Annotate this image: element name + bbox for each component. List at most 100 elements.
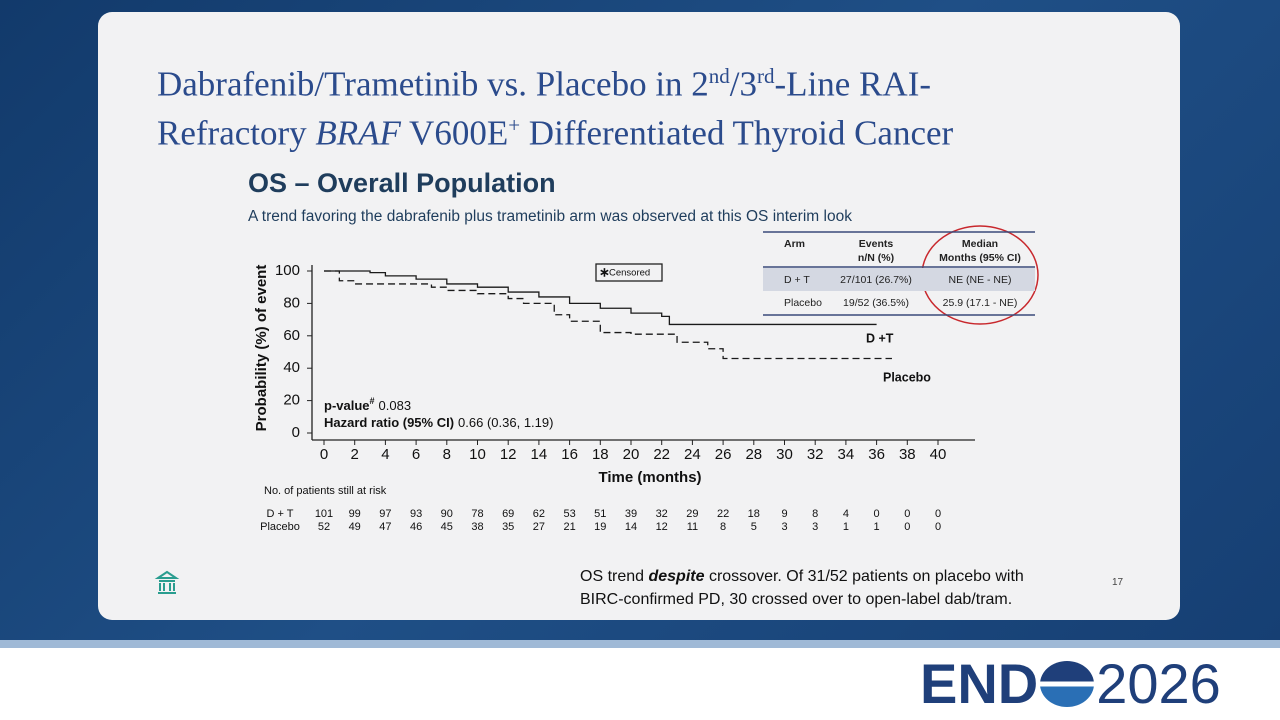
risk-count: 11 bbox=[687, 521, 698, 533]
risk-count: 9 bbox=[781, 508, 787, 520]
logo-icon bbox=[154, 570, 180, 594]
title-sup: rd bbox=[757, 64, 775, 88]
table-cell: NE (NE - NE) bbox=[949, 274, 1012, 286]
risk-count: 0 bbox=[904, 508, 910, 520]
title-part: Differentiated Thyroid Cancer bbox=[520, 113, 954, 153]
x-tick-label: 4 bbox=[381, 446, 389, 463]
x-tick-label: 6 bbox=[412, 446, 420, 463]
risk-count: 38 bbox=[471, 521, 483, 533]
risk-count: 101 bbox=[315, 508, 333, 520]
table-cell: 19/52 (36.5%) bbox=[843, 297, 909, 309]
x-tick-label: 28 bbox=[745, 446, 762, 463]
table-header: n/N (%) bbox=[858, 252, 894, 264]
heading: OS – Overall Population bbox=[248, 168, 556, 198]
title-part: /3 bbox=[729, 64, 758, 104]
risk-count: 93 bbox=[410, 508, 422, 520]
table-header: Median bbox=[962, 238, 998, 250]
risk-count: 78 bbox=[471, 508, 483, 520]
risk-count: 4 bbox=[843, 508, 849, 520]
hazard-ratio: Hazard ratio (95% CI) 0.66 (0.36, 1.19) bbox=[324, 415, 553, 430]
risk-count: 1 bbox=[843, 521, 849, 533]
logo-bold: END bbox=[920, 652, 1039, 715]
risk-count: 22 bbox=[717, 508, 729, 520]
risk-count: 99 bbox=[349, 508, 361, 520]
x-tick-label: 32 bbox=[807, 446, 824, 463]
series-label: D +T bbox=[866, 331, 894, 345]
risk-count: 19 bbox=[594, 521, 606, 533]
y-tick-label: 80 bbox=[283, 294, 300, 311]
table-row-shade bbox=[763, 268, 1035, 291]
title-part: Refractory bbox=[157, 113, 316, 153]
risk-count: 39 bbox=[625, 508, 637, 520]
risk-count: 8 bbox=[720, 521, 726, 533]
p-value: p-value# 0.083 bbox=[324, 396, 411, 413]
risk-count: 29 bbox=[686, 508, 698, 520]
risk-count: 3 bbox=[812, 521, 818, 533]
risk-count: 27 bbox=[533, 521, 545, 533]
x-tick-label: 40 bbox=[930, 446, 947, 463]
risk-title: No. of patients still at risk bbox=[264, 485, 387, 497]
series-label: Placebo bbox=[883, 370, 931, 384]
slide bbox=[98, 12, 1180, 620]
note-text: OS trend bbox=[580, 568, 649, 585]
x-tick-label: 20 bbox=[623, 446, 640, 463]
risk-count: 8 bbox=[812, 508, 818, 520]
x-tick-label: 2 bbox=[351, 446, 359, 463]
risk-count: 32 bbox=[656, 508, 668, 520]
title-italic: BRAF bbox=[315, 113, 401, 153]
table-cell: 27/101 (26.7%) bbox=[840, 274, 912, 286]
risk-count: 52 bbox=[318, 521, 330, 533]
km-curve bbox=[324, 270, 877, 326]
risk-count: 45 bbox=[441, 521, 453, 533]
x-tick-label: 22 bbox=[653, 446, 670, 463]
risk-count: 53 bbox=[563, 508, 575, 520]
y-tick-label: 20 bbox=[283, 392, 300, 409]
risk-count: 0 bbox=[904, 521, 910, 533]
slide-title: Dabrafenib/Trametinib vs. Placebo in 2nd… bbox=[157, 56, 953, 153]
risk-count: 21 bbox=[563, 521, 575, 533]
risk-count: 49 bbox=[349, 521, 361, 533]
risk-count: 51 bbox=[594, 508, 606, 520]
divider-band bbox=[0, 640, 1280, 648]
x-tick-label: 8 bbox=[443, 446, 451, 463]
x-tick-label: 14 bbox=[531, 446, 548, 463]
risk-count: 97 bbox=[379, 508, 391, 520]
note-emphasis: despite bbox=[648, 568, 705, 585]
x-tick-label: 0 bbox=[320, 446, 328, 463]
table-header: Events bbox=[859, 238, 894, 250]
p-number: 0.083 bbox=[379, 398, 412, 413]
risk-count: 14 bbox=[625, 521, 637, 533]
risk-count: 35 bbox=[502, 521, 514, 533]
table-header: Arm bbox=[784, 238, 805, 250]
y-tick-label: 40 bbox=[283, 359, 300, 376]
x-tick-label: 16 bbox=[561, 446, 578, 463]
y-axis-label: Probability (%) of event bbox=[253, 265, 270, 432]
subheading: A trend favoring the dabrafenib plus tra… bbox=[248, 208, 852, 225]
logo-globe bbox=[1040, 661, 1095, 707]
x-tick-label: 26 bbox=[715, 446, 732, 463]
note: OS trend despite crossover. Of 31/52 pat… bbox=[580, 565, 1024, 611]
hr-label: Hazard ratio (95% CI) bbox=[324, 415, 454, 430]
slide-number: 17 bbox=[1112, 577, 1124, 588]
table-cell: Placebo bbox=[784, 297, 822, 309]
title-part: -Line RAI- bbox=[774, 64, 932, 104]
risk-count: 5 bbox=[751, 521, 757, 533]
title-part: V600E bbox=[400, 113, 509, 153]
y-tick-label: 100 bbox=[275, 262, 300, 279]
risk-count: 3 bbox=[781, 521, 787, 533]
risk-count: 90 bbox=[441, 508, 453, 520]
x-axis-label: Time (months) bbox=[598, 469, 701, 486]
censored-label: Censored bbox=[609, 268, 650, 279]
y-tick-label: 0 bbox=[292, 424, 300, 441]
title-part: Dabrafenib/Trametinib vs. Placebo in 2 bbox=[157, 64, 709, 104]
risk-count: 18 bbox=[748, 508, 760, 520]
censored-star: ∗ bbox=[599, 264, 610, 279]
table-cell: D + T bbox=[784, 274, 810, 286]
risk-count: 0 bbox=[935, 521, 941, 533]
risk-count: 62 bbox=[533, 508, 545, 520]
p-label: p-value bbox=[324, 398, 370, 413]
x-tick-label: 30 bbox=[776, 446, 793, 463]
note-text: BIRC-confirmed PD, 30 crossed over to op… bbox=[580, 591, 1013, 608]
